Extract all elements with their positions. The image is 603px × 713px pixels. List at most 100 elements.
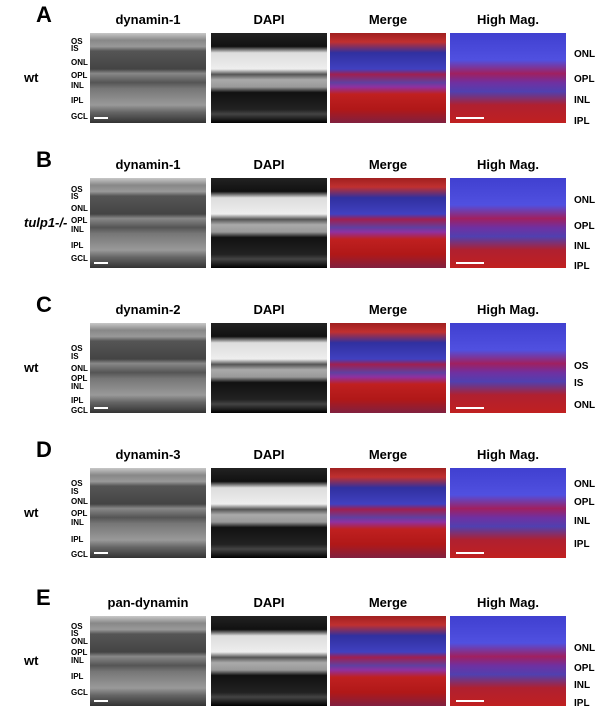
scale-bar xyxy=(456,552,484,554)
column-header: dynamin-3 xyxy=(115,447,181,462)
layer-label: OS xyxy=(71,344,83,353)
genotype-label: tulp1-/- xyxy=(24,215,68,230)
layer-label: GCL xyxy=(71,112,88,121)
scale-bar xyxy=(456,407,484,409)
layer-label: GCL xyxy=(71,550,88,559)
layer-label: INL xyxy=(574,241,591,252)
column-header: Merge xyxy=(368,12,408,27)
column-header: dynamin-2 xyxy=(115,302,181,317)
layer-label: OS xyxy=(71,37,83,46)
micrograph xyxy=(211,323,327,413)
micrograph xyxy=(90,323,206,413)
column-header: DAPI xyxy=(253,12,285,27)
micrograph xyxy=(450,178,566,268)
layer-label: IPL xyxy=(71,96,84,105)
column-header: Merge xyxy=(368,302,408,317)
genotype-label: wt xyxy=(24,360,39,375)
layer-label: INL xyxy=(71,81,84,90)
micrograph xyxy=(330,178,446,268)
column-header: High Mag. xyxy=(476,12,540,27)
panel-letter: A xyxy=(36,2,52,27)
layer-label: IS xyxy=(71,629,79,638)
layer-label: OPL xyxy=(71,509,88,518)
micrograph xyxy=(90,616,206,706)
micrograph xyxy=(450,33,566,123)
scale-bar xyxy=(94,407,108,409)
micrograph xyxy=(211,616,327,706)
layer-label: ONL xyxy=(574,400,596,411)
layer-label: OPL xyxy=(71,648,88,657)
genotype-label: wt xyxy=(24,70,39,85)
layer-label: INL xyxy=(71,225,84,234)
layer-label: IS xyxy=(71,192,79,201)
micrograph xyxy=(330,468,446,558)
layer-label: OPL xyxy=(71,216,88,225)
layer-label: OPL xyxy=(574,74,595,85)
layer-label: IPL xyxy=(71,241,84,250)
layer-label: OPL xyxy=(574,497,595,508)
panel-letter: D xyxy=(36,437,52,462)
column-header: pan-dynamin xyxy=(107,595,189,610)
layer-label: INL xyxy=(71,656,84,665)
layer-label: INL xyxy=(574,95,591,106)
scale-bar xyxy=(456,262,484,264)
micrograph xyxy=(211,178,327,268)
column-header: High Mag. xyxy=(476,447,540,462)
layer-label: ONL xyxy=(71,364,88,373)
micrograph xyxy=(330,33,446,123)
column-header: High Mag. xyxy=(476,302,540,317)
genotype-label: wt xyxy=(24,505,39,520)
micrograph xyxy=(90,468,206,558)
layer-label: IPL xyxy=(71,535,84,544)
scale-bar xyxy=(456,700,484,702)
layer-label: OPL xyxy=(574,663,595,674)
layer-label: OPL xyxy=(71,374,88,383)
layer-label: INL xyxy=(71,382,84,391)
layer-label: IPL xyxy=(71,396,84,405)
layer-label: INL xyxy=(574,680,591,691)
scale-bar xyxy=(94,117,108,119)
column-header: DAPI xyxy=(253,302,285,317)
scale-bar xyxy=(94,552,108,554)
panel-letter: B xyxy=(36,147,52,172)
layer-label: IS xyxy=(71,487,79,496)
layer-label: OS xyxy=(71,479,83,488)
micrograph xyxy=(90,178,206,268)
column-header: Merge xyxy=(368,157,408,172)
layer-label: OPL xyxy=(71,71,88,80)
layer-label: IPL xyxy=(71,672,84,681)
column-header: DAPI xyxy=(253,157,285,172)
column-header: DAPI xyxy=(253,595,285,610)
layer-label: GCL xyxy=(71,406,88,415)
layer-label: ONL xyxy=(71,204,88,213)
layer-label: IPL xyxy=(574,116,590,127)
layer-label: OPL xyxy=(574,221,595,232)
layer-label: ONL xyxy=(71,497,88,506)
layer-label: IS xyxy=(71,352,79,361)
layer-label: ONL xyxy=(574,195,596,206)
micrograph xyxy=(330,323,446,413)
scale-bar xyxy=(94,700,108,702)
micrograph xyxy=(211,33,327,123)
layer-label: OS xyxy=(574,361,589,372)
column-header: DAPI xyxy=(253,447,285,462)
layer-label: IS xyxy=(574,378,584,389)
micrograph xyxy=(450,323,566,413)
column-header: dynamin-1 xyxy=(115,157,181,172)
layer-label: IPL xyxy=(574,539,590,550)
layer-label: GCL xyxy=(71,254,88,263)
column-header: dynamin-1 xyxy=(115,12,181,27)
layer-label: OS xyxy=(71,622,83,631)
layer-label: ONL xyxy=(574,479,596,490)
micrograph xyxy=(450,616,566,706)
layer-label: ONL xyxy=(71,637,88,646)
scale-bar xyxy=(456,117,484,119)
layer-label: INL xyxy=(574,516,591,527)
micrograph xyxy=(211,468,327,558)
column-header: High Mag. xyxy=(476,157,540,172)
layer-label: ONL xyxy=(574,643,596,654)
column-header: High Mag. xyxy=(476,595,540,610)
layer-label: ONL xyxy=(71,58,88,67)
genotype-label: wt xyxy=(24,653,39,668)
